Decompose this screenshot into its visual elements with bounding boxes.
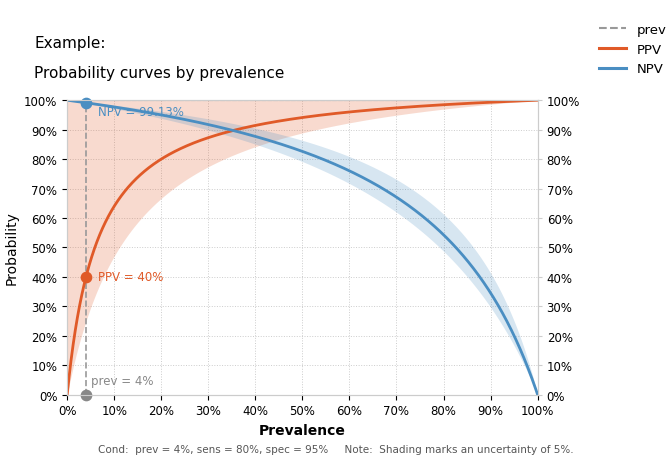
- Text: Cond:  prev = 4%, sens = 80%, spec = 95%     Note:  Shading marks an uncertainty: Cond: prev = 4%, sens = 80%, spec = 95% …: [98, 444, 574, 454]
- X-axis label: Prevalence: Prevalence: [259, 423, 346, 437]
- Point: [81, 391, 91, 398]
- Text: PPV = 40%: PPV = 40%: [98, 271, 163, 284]
- Point: [81, 100, 91, 107]
- Text: prev = 4%: prev = 4%: [91, 375, 153, 387]
- Point: [81, 274, 91, 281]
- Y-axis label: Probability: Probability: [5, 211, 19, 285]
- Text: Probability curves by prevalence: Probability curves by prevalence: [34, 66, 285, 81]
- Legend: prev, PPV, NPV: prev, PPV, NPV: [594, 19, 671, 81]
- Text: NPV = 99.13%: NPV = 99.13%: [98, 106, 183, 119]
- Text: Example:: Example:: [34, 36, 106, 51]
